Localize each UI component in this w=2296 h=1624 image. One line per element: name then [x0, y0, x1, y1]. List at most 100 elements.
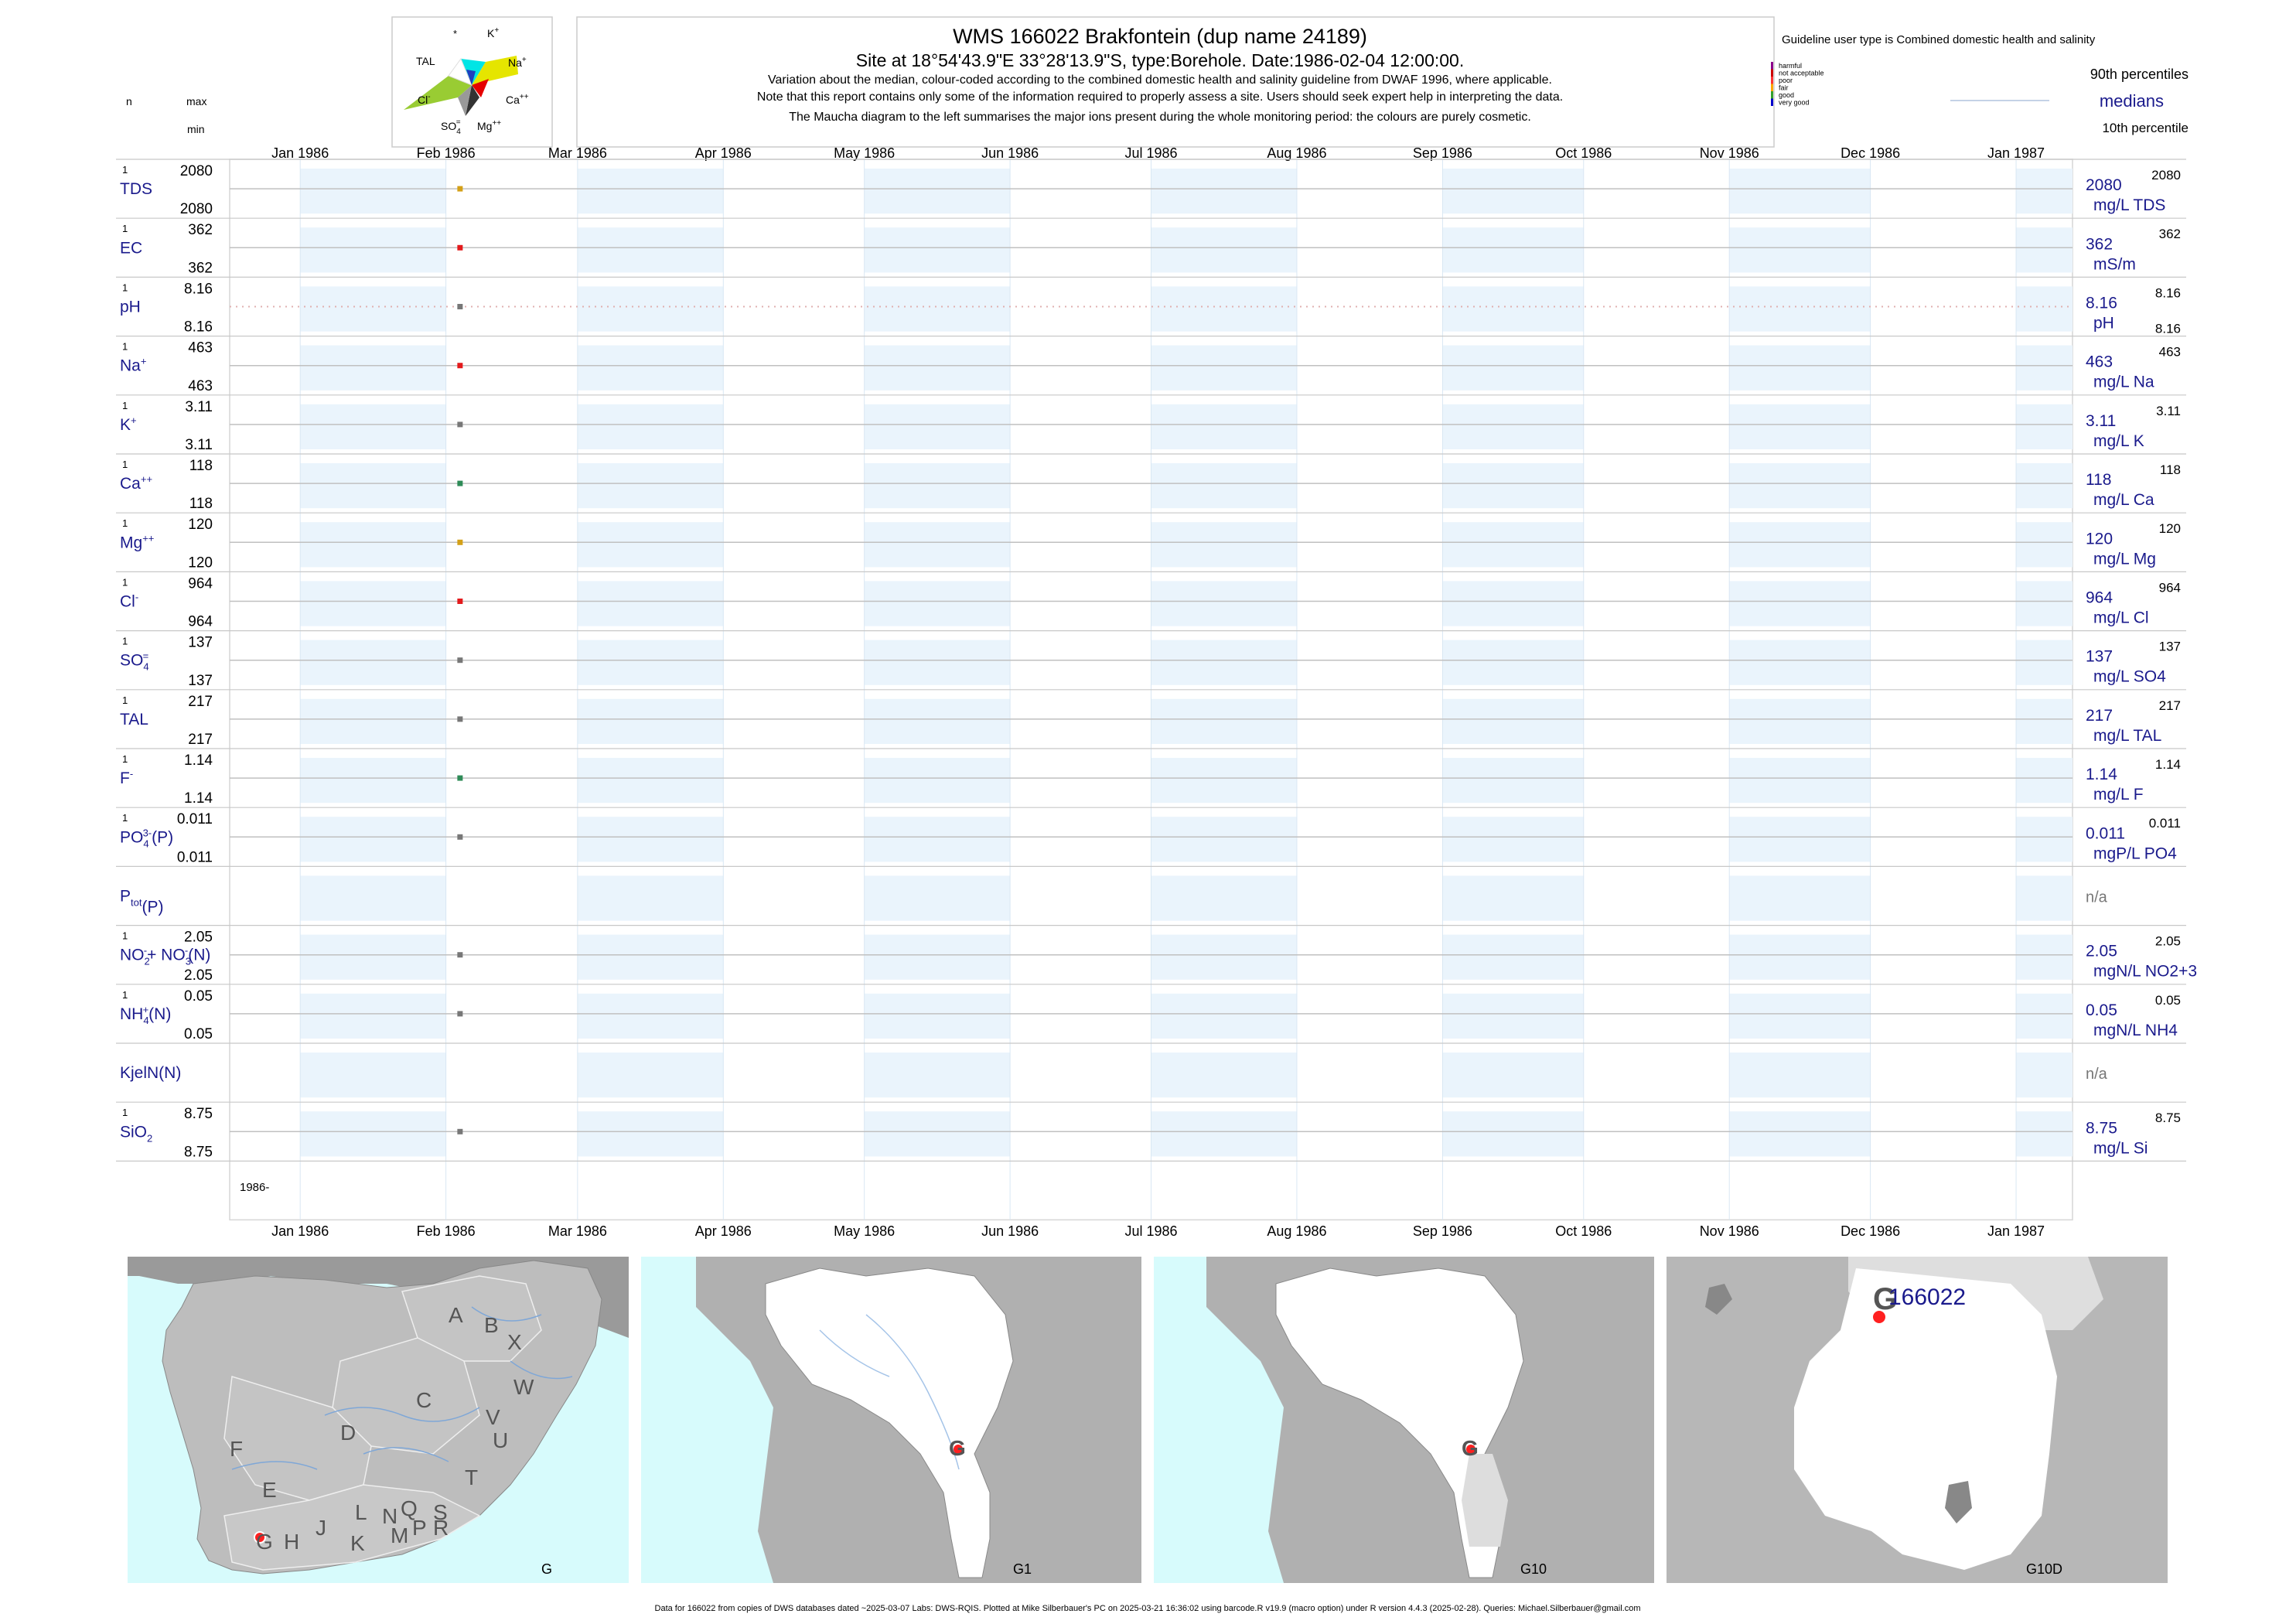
median-value: 118	[2086, 471, 2111, 489]
variable-label: Mg++	[120, 532, 154, 551]
guideline-legend: Guideline user type is Combined domestic…	[1771, 33, 2189, 135]
month-shade	[300, 993, 446, 1039]
catchment-letter-a: A	[449, 1303, 463, 1327]
data-point-sio	[457, 1128, 463, 1134]
month-shade	[864, 286, 1011, 332]
month-shade	[2016, 817, 2073, 862]
catchment-letter-f: F	[230, 1437, 243, 1461]
catchment-letter-d: D	[340, 1421, 356, 1445]
month-shade	[2016, 463, 2073, 509]
month-shade	[1151, 227, 1297, 273]
map-g10-label: G10	[1520, 1561, 1547, 1577]
legend-swatch-not-acceptable	[1771, 69, 1773, 77]
units-label: mgP/L PO4	[2093, 844, 2177, 862]
month-shade	[1151, 640, 1297, 685]
month-shade	[1729, 463, 1871, 509]
median-value: 362	[2086, 235, 2113, 253]
month-shade	[2016, 345, 2073, 391]
legend-class-label: very good	[1779, 99, 1810, 107]
maucha-ca-segment	[472, 79, 489, 97]
month-shade	[300, 1053, 446, 1098]
report-subtitle: Site at 18°54'43.9"E 33°28'13.9"S, type:…	[856, 50, 1464, 70]
month-shade	[1729, 1111, 1871, 1157]
month-tick-label-top: Jan 1986	[271, 145, 329, 161]
month-shade	[1729, 345, 1871, 391]
max-value: 8.75	[184, 1106, 213, 1122]
variable-label: TDS	[120, 180, 152, 198]
report-title: WMS 166022 Brakfontein (dup name 24189)	[953, 25, 1367, 48]
p90-value: 2080	[2151, 168, 2181, 183]
n-value: 1	[122, 1107, 128, 1118]
month-shade	[300, 817, 446, 862]
month-shade	[2016, 1111, 2073, 1157]
month-shade	[1729, 1053, 1871, 1098]
n-value: 1	[122, 694, 128, 706]
maucha-tal-segment	[448, 57, 473, 86]
units-label: mg/L Na	[2093, 374, 2154, 391]
month-tick-label-top: May 1986	[834, 145, 895, 161]
variable-label: SiO2	[120, 1123, 152, 1144]
catchment-letter-s: S	[433, 1500, 448, 1524]
month-shade	[577, 227, 724, 273]
median-value: n/a	[2086, 1066, 2108, 1083]
variable-label: SO4=	[120, 650, 149, 673]
month-shade	[1729, 404, 1871, 449]
median-value: 0.05	[2086, 1001, 2117, 1019]
map-g-label: G	[541, 1561, 552, 1577]
min-value: 362	[188, 260, 213, 276]
month-shade	[2016, 522, 2073, 568]
month-shade	[864, 875, 1011, 921]
month-shade	[300, 875, 446, 921]
month-shade	[577, 698, 724, 744]
report-note-2: Note that this report contains only some…	[757, 90, 1563, 104]
data-point-k	[457, 421, 463, 428]
variable-label: NH4+(N)	[120, 1004, 171, 1026]
month-tick-label-bottom: Oct 1986	[1555, 1223, 1612, 1239]
month-shade	[1442, 169, 1584, 214]
map-g-rivers	[231, 1306, 573, 1470]
month-shade	[1151, 817, 1297, 862]
p90-value: 217	[2159, 698, 2181, 713]
min-value: 217	[188, 732, 213, 748]
month-shade	[1151, 522, 1297, 568]
data-point-cl	[457, 599, 463, 604]
footer-credits: Data for 166022 from copies of DWS datab…	[655, 1604, 1641, 1613]
month-shade	[2016, 640, 2073, 685]
map-g10d-site-label: 166022	[1888, 1285, 1966, 1310]
month-shade	[1442, 1111, 1584, 1157]
month-shade	[864, 817, 1011, 862]
month-shade	[577, 1111, 724, 1157]
variable-label: NO2-+ NO3-(N)	[120, 945, 210, 967]
map-g1-site-marker	[954, 1445, 963, 1454]
maucha-na-segment	[472, 56, 518, 85]
maucha-so4-segment	[458, 85, 472, 116]
month-shade	[864, 581, 1011, 626]
month-shade	[1442, 463, 1584, 509]
month-shade	[1442, 993, 1584, 1039]
p90-value: 137	[2159, 640, 2181, 654]
maucha-cl-label: Cl-	[418, 93, 431, 106]
month-shade	[577, 993, 724, 1039]
catchment-letter-e: E	[262, 1478, 277, 1502]
month-shade	[300, 934, 446, 980]
month-shade	[1729, 817, 1871, 862]
p90-value: 1.14	[2155, 757, 2181, 772]
max-value: 964	[188, 575, 213, 592]
max-header: max	[186, 95, 206, 107]
month-shade	[1729, 227, 1871, 273]
p90-value: 362	[2159, 227, 2181, 241]
min-value: 463	[188, 378, 213, 394]
month-tick-label-top: Apr 1986	[695, 145, 752, 161]
month-shade	[300, 581, 446, 626]
n-value: 1	[122, 223, 128, 234]
variable-label: PO43-(P)	[120, 827, 173, 849]
units-label: mg/L SO4	[2093, 668, 2166, 686]
legend-class-label: not acceptable	[1779, 70, 1824, 77]
month-shade	[577, 286, 724, 332]
time-series-panel: Jan 1986 Jan 1986 Feb 1986 Feb 1986 Mar 1986…	[116, 145, 2197, 1239]
month-shade	[1151, 286, 1297, 332]
min-value: 0.011	[177, 849, 213, 865]
month-shade	[1151, 1053, 1297, 1098]
month-tick-label-top: Sep 1986	[1413, 145, 1472, 161]
